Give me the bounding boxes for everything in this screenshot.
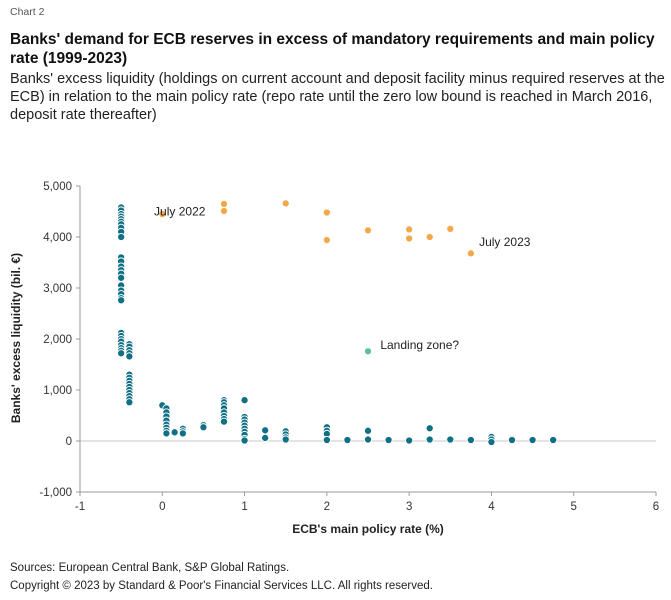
chart-subtitle: Banks' excess liquidity (holdings on cur… bbox=[10, 71, 665, 123]
axes: -1,000 0 1,000 2,000 3,000 4,000 5,000 -1 0 1 2 3 4 5… bbox=[39, 181, 659, 513]
x-tick-label: 0 bbox=[159, 501, 165, 513]
data-point-historical bbox=[261, 426, 270, 435]
data-point-historical bbox=[117, 232, 126, 242]
data-point-historical bbox=[343, 435, 352, 445]
x-tick-label: 5 bbox=[571, 501, 577, 513]
data-point-historical bbox=[178, 429, 187, 438]
data-point-historical bbox=[199, 423, 208, 432]
data-point-historical bbox=[117, 273, 126, 282]
annotation-label: July 2023 bbox=[479, 235, 531, 249]
data-point-historical bbox=[240, 436, 249, 445]
data-points bbox=[117, 199, 558, 447]
data-point-recent bbox=[466, 249, 475, 258]
data-point-recent bbox=[158, 209, 167, 219]
x-tick-label: 4 bbox=[488, 501, 495, 513]
annotation-label: July 2022 bbox=[154, 205, 206, 219]
data-point-historical bbox=[125, 398, 134, 407]
data-point-recent bbox=[425, 232, 434, 242]
data-point-landing bbox=[363, 347, 373, 356]
data-point-historical bbox=[384, 435, 393, 445]
data-point-recent bbox=[322, 208, 331, 217]
y-tick-label: 1,000 bbox=[43, 385, 72, 397]
data-point-historical bbox=[261, 433, 270, 442]
chart-label: Chart 2 bbox=[10, 6, 45, 18]
annotation-label: Landing zone? bbox=[380, 338, 459, 352]
data-point-historical bbox=[466, 435, 475, 445]
copyright-note: Copyright © 2023 by Standard & Poor's Fi… bbox=[10, 580, 433, 592]
data-point-recent bbox=[405, 225, 414, 234]
data-point-historical bbox=[528, 435, 537, 445]
data-point-recent bbox=[322, 236, 331, 245]
chart-title: Banks' demand for ECB reserves in excess… bbox=[10, 31, 655, 67]
data-point-recent bbox=[405, 234, 414, 243]
data-point-historical bbox=[322, 435, 331, 445]
data-point-historical bbox=[162, 429, 171, 438]
data-point-historical bbox=[281, 435, 290, 444]
y-tick-label: 0 bbox=[66, 436, 72, 448]
data-point-historical bbox=[170, 428, 179, 437]
x-tick-label: -1 bbox=[75, 501, 85, 513]
data-point-historical bbox=[487, 437, 496, 447]
data-point-recent bbox=[219, 206, 229, 216]
data-point-historical bbox=[425, 435, 434, 444]
data-point-historical bbox=[549, 435, 558, 445]
data-point-recent bbox=[281, 199, 290, 208]
y-tick-label: 5,000 bbox=[43, 181, 72, 193]
data-point-historical bbox=[363, 426, 373, 435]
x-tick-label: 1 bbox=[241, 501, 247, 513]
y-axis-title: Banks' excess liquidity (bil. €) bbox=[9, 253, 23, 423]
x-tick-label: 6 bbox=[653, 501, 659, 513]
x-tick-label: 3 bbox=[406, 501, 412, 513]
data-point-historical bbox=[117, 349, 126, 358]
y-tick-label: -1,000 bbox=[39, 487, 72, 499]
data-point-historical bbox=[425, 424, 434, 433]
data-point-historical bbox=[117, 296, 126, 305]
y-tick-label: 4,000 bbox=[43, 232, 72, 244]
x-tick-label: 2 bbox=[324, 501, 330, 513]
data-point-recent bbox=[219, 199, 229, 208]
data-point-historical bbox=[240, 396, 249, 405]
data-point-historical bbox=[507, 435, 517, 445]
data-point-historical bbox=[363, 435, 373, 444]
x-axis-title: ECB's main policy rate (%) bbox=[292, 522, 444, 536]
y-tick-label: 3,000 bbox=[43, 283, 72, 295]
data-point-recent bbox=[363, 226, 373, 235]
data-point-historical bbox=[405, 436, 414, 445]
annotations: July 2022 July 2023 Landing zone? bbox=[154, 205, 531, 353]
data-point-historical bbox=[219, 417, 229, 426]
sources-note: Sources: European Central Bank, S&P Glob… bbox=[10, 562, 290, 574]
data-point-historical bbox=[446, 435, 455, 444]
y-tick-label: 2,000 bbox=[43, 334, 72, 346]
data-point-historical bbox=[125, 352, 134, 361]
data-point-recent bbox=[446, 224, 455, 233]
